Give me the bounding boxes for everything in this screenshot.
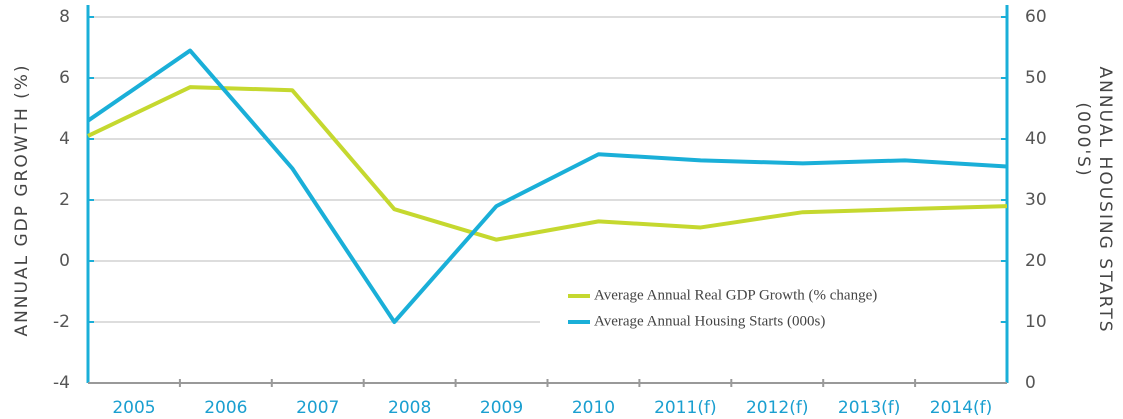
y2-tick-label: 60 (1025, 7, 1047, 27)
y-tick-label: -4 (53, 373, 70, 393)
legend-box (540, 282, 1000, 338)
x-tick-label: 2013(f) (838, 398, 901, 418)
y-tick-label: 6 (59, 68, 70, 88)
legend-label: Average Annual Housing Starts (000s) (594, 313, 825, 329)
y-tick-label: 4 (59, 129, 70, 149)
y-tick-label: 2 (59, 190, 70, 210)
x-tick-label: 2007 (296, 398, 339, 418)
x-tick-label: 2006 (204, 398, 247, 418)
y2-tick-label: 10 (1025, 312, 1047, 332)
x-tick-label: 2009 (480, 398, 523, 418)
y2-tick-label: 50 (1025, 68, 1047, 88)
x-tick-label: 2010 (572, 398, 615, 418)
y-axis-label: ANNUAL GDP GROWTH (%) (12, 63, 32, 336)
y2-tick-label: 20 (1025, 251, 1047, 271)
y2-axis-label: ANNUAL HOUSING STARTS (1095, 67, 1115, 334)
x-tick-label: 2014(f) (930, 398, 993, 418)
y2-axis-label: (000'S) (1073, 102, 1093, 177)
legend-label: Average Annual Real GDP Growth (% change… (594, 287, 877, 303)
x-tick-label: 2012(f) (746, 398, 809, 418)
y2-tick-label: 0 (1025, 373, 1036, 393)
line-series (86, 48, 1008, 324)
x-tick-label: 2008 (388, 398, 431, 418)
y-tick-label: 0 (59, 251, 70, 271)
x-tick-label: 2011(f) (654, 398, 717, 418)
line-series (87, 85, 1008, 242)
y2-tick-label: 30 (1025, 190, 1047, 210)
y-tick-label: -2 (53, 312, 70, 332)
x-tick-label: 2005 (112, 398, 155, 418)
y-tick-label: 8 (59, 7, 70, 27)
y2-tick-label: 40 (1025, 129, 1047, 149)
